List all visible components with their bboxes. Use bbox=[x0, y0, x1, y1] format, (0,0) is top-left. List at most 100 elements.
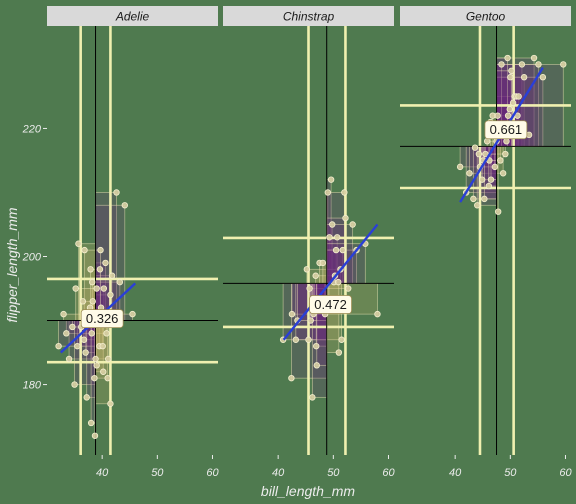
correlation-label: 0.661 bbox=[490, 122, 523, 137]
data-point bbox=[333, 234, 341, 241]
data-point bbox=[102, 259, 109, 267]
data-point bbox=[60, 310, 67, 318]
data-point bbox=[339, 246, 346, 254]
correlation-label-box bbox=[80, 309, 124, 329]
data-point bbox=[104, 374, 111, 382]
data-point bbox=[503, 138, 510, 145]
data-point bbox=[539, 74, 547, 81]
data-point bbox=[312, 272, 319, 279]
correlation-label-box bbox=[484, 120, 528, 140]
data-point bbox=[485, 182, 493, 190]
data-point bbox=[338, 336, 345, 343]
x-tick-label: 50 bbox=[327, 467, 340, 479]
data-point bbox=[332, 246, 340, 254]
correlation-label: 0.326 bbox=[86, 311, 119, 326]
correlation-label-box bbox=[309, 295, 352, 314]
x-tick-label: 60 bbox=[206, 467, 219, 479]
data-point bbox=[55, 342, 62, 350]
panel-adelie: Adelie 0.326 40 50 60 bbox=[47, 6, 219, 479]
data-point bbox=[487, 176, 495, 183]
data-point bbox=[499, 170, 507, 177]
data-point bbox=[113, 189, 120, 196]
data-point bbox=[470, 195, 477, 203]
data-point bbox=[498, 61, 505, 68]
x-tick-label: 40 bbox=[449, 467, 462, 479]
data-point bbox=[506, 106, 513, 113]
data-point bbox=[93, 285, 100, 292]
data-point bbox=[535, 61, 542, 68]
strip-label: Gentoo bbox=[466, 10, 506, 24]
data-point bbox=[71, 381, 78, 388]
data-point bbox=[471, 144, 479, 151]
data-point bbox=[335, 349, 343, 356]
data-point bbox=[75, 240, 82, 247]
data-point bbox=[91, 432, 99, 439]
data-point bbox=[319, 259, 327, 267]
data-point bbox=[292, 336, 300, 343]
data-point bbox=[100, 368, 107, 375]
data-point bbox=[475, 150, 483, 158]
data-point bbox=[288, 310, 296, 318]
data-point bbox=[69, 323, 76, 331]
data-point bbox=[478, 176, 486, 183]
data-point bbox=[79, 298, 87, 305]
data-point bbox=[515, 93, 522, 100]
data-point bbox=[99, 342, 106, 350]
x-tick-label: 60 bbox=[382, 467, 395, 479]
x-tick-label: 50 bbox=[151, 467, 164, 479]
data-point bbox=[326, 234, 333, 241]
data-point bbox=[88, 330, 95, 337]
data-point bbox=[560, 61, 567, 68]
data-point bbox=[309, 394, 316, 401]
data-point bbox=[497, 157, 504, 164]
data-point bbox=[81, 246, 88, 254]
data-point bbox=[107, 400, 114, 407]
data-point bbox=[93, 362, 100, 369]
data-point bbox=[82, 349, 89, 356]
data-point bbox=[89, 278, 96, 286]
data-point bbox=[96, 266, 104, 273]
data-point bbox=[116, 278, 124, 286]
data-point bbox=[341, 189, 348, 196]
panel-chinstrap: Chinstrap 0.472 40 50 60 bbox=[223, 6, 395, 479]
data-point bbox=[91, 374, 98, 382]
x-axis-title: bill_length_mm bbox=[261, 483, 355, 499]
strip-background bbox=[400, 6, 571, 26]
y-axis-title: flipper_length_mm bbox=[4, 207, 20, 323]
data-point bbox=[483, 138, 491, 145]
data-point bbox=[327, 176, 335, 183]
data-point bbox=[494, 112, 501, 119]
y-tick-label: 220 bbox=[22, 123, 42, 135]
data-point bbox=[100, 285, 108, 292]
y-tick-label: 180 bbox=[23, 380, 42, 392]
data-point bbox=[72, 285, 79, 292]
data-point bbox=[349, 221, 356, 228]
data-point bbox=[481, 195, 488, 203]
data-point bbox=[518, 61, 526, 68]
data-point bbox=[97, 246, 104, 254]
data-point bbox=[509, 99, 517, 107]
data-point bbox=[345, 285, 352, 292]
data-point bbox=[83, 394, 90, 401]
data-point bbox=[313, 342, 320, 350]
strip-label: Chinstrap bbox=[283, 10, 335, 24]
data-point bbox=[504, 112, 512, 119]
data-point bbox=[89, 298, 96, 305]
data-point bbox=[507, 74, 514, 81]
panel-gentoo: Gentoo 0.661 40 50 60 bbox=[400, 6, 572, 479]
x-tick-label: 50 bbox=[504, 467, 517, 479]
strip-background bbox=[223, 6, 394, 26]
x-tick-label: 40 bbox=[272, 467, 285, 479]
data-point bbox=[324, 189, 332, 196]
data-point bbox=[87, 419, 95, 427]
points bbox=[456, 54, 567, 215]
data-point bbox=[342, 214, 349, 222]
y-tick-label: 200 bbox=[22, 252, 42, 264]
data-point bbox=[65, 355, 73, 363]
data-point bbox=[105, 355, 112, 363]
strip-label: Adelie bbox=[115, 10, 150, 24]
data-point bbox=[329, 221, 336, 228]
data-point bbox=[107, 291, 114, 299]
